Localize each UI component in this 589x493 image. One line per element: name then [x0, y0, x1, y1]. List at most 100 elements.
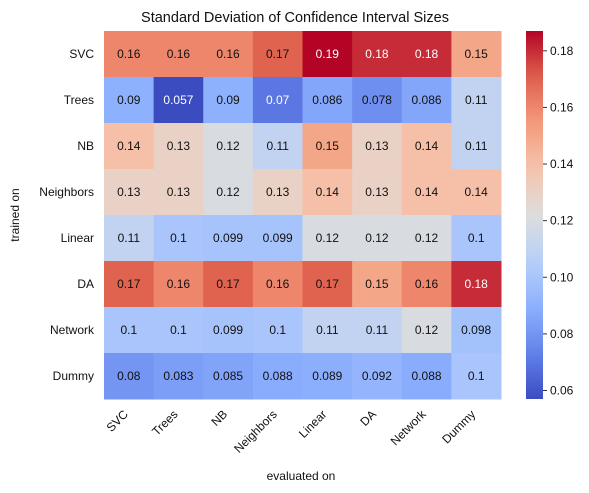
- cell-value-label: 0.088: [263, 369, 293, 383]
- heatmap-cell: [352, 215, 403, 262]
- cell-value-label: 0.1: [120, 323, 137, 337]
- colorbar-tick-label: 0.14: [550, 157, 574, 171]
- heatmap-cell: [153, 169, 204, 216]
- cell-value-label: 0.16: [266, 277, 290, 291]
- heatmap-cell: [104, 307, 155, 354]
- heatmap-cell: [104, 77, 155, 124]
- heatmap-cell: [352, 261, 403, 308]
- heatmap-cell: [252, 215, 303, 262]
- heatmap-cell: [203, 353, 254, 400]
- cell-value-label: 0.18: [465, 277, 489, 291]
- x-tick-labels: SVC Trees NB Neighbors Linear DA Network Dummy: [104, 407, 479, 456]
- y-tick-label: Dummy: [53, 369, 94, 383]
- cell-value-label: 0.1: [468, 231, 485, 245]
- cell-value-label: 0.11: [465, 139, 488, 153]
- heatmap-cell: [104, 261, 155, 308]
- heatmap-cell: [104, 215, 155, 262]
- cell-value-label: 0.09: [216, 93, 240, 107]
- heatmap-cell: [401, 31, 452, 78]
- heatmap-cell: [104, 123, 155, 170]
- heatmap-cell: [203, 261, 254, 308]
- heatmap-cell: [203, 215, 254, 262]
- heatmap-cell: [302, 31, 353, 78]
- cell-value-label: 0.1: [269, 323, 286, 337]
- heatmap-cell: [252, 123, 303, 170]
- heatmap-cell: [153, 215, 204, 262]
- chart-title: Standard Deviation of Confidence Interva…: [141, 10, 449, 26]
- heatmap-cell: [302, 77, 353, 124]
- cell-value-label: 0.088: [412, 369, 442, 383]
- heatmap-cell: [252, 77, 303, 124]
- heatmap-cell: [153, 353, 204, 400]
- cell-value-label: 0.12: [365, 231, 389, 245]
- heatmap-cell: [302, 261, 353, 308]
- cell-value-label: 0.12: [316, 231, 340, 245]
- cell-value-label: 0.15: [316, 139, 340, 153]
- y-axis-label: trained on: [8, 188, 22, 241]
- cell-value-label: 0.086: [412, 93, 442, 107]
- heatmap-cell: [401, 169, 452, 216]
- cell-value-label: 0.17: [216, 277, 240, 291]
- cell-value-label: 0.089: [312, 369, 342, 383]
- cell-value-label: 0.17: [316, 277, 340, 291]
- y-tick-label: Linear: [61, 231, 94, 245]
- heatmap-cell: [302, 123, 353, 170]
- heatmap-cell: [203, 307, 254, 354]
- heatmap-cell: [352, 353, 403, 400]
- x-tick-label: NB: [208, 407, 230, 429]
- cell-value-label: 0.1: [170, 323, 187, 337]
- heatmap-cell: [451, 123, 502, 170]
- cell-value-label: 0.16: [415, 277, 439, 291]
- cell-value-label: 0.057: [163, 93, 193, 107]
- colorbar-tick-label: 0.12: [550, 214, 574, 228]
- heatmap-cell: [401, 353, 452, 400]
- cell-value-label: 0.16: [117, 47, 141, 61]
- cell-value-label: 0.099: [263, 231, 293, 245]
- x-axis-label: evaluated on: [267, 469, 336, 483]
- heatmap-cell: [401, 123, 452, 170]
- heatmap-cell: [451, 31, 502, 78]
- cell-value-label: 0.16: [167, 47, 191, 61]
- y-tick-label: Network: [50, 323, 95, 337]
- cell-value-label: 0.14: [117, 139, 141, 153]
- y-tick-label: Trees: [64, 93, 94, 107]
- heatmap-cell: [153, 307, 204, 354]
- heatmap-cell: [401, 215, 452, 262]
- cell-value-label: 0.08: [117, 369, 141, 383]
- heatmap-cell: [153, 77, 204, 124]
- heatmap-cell: [104, 353, 155, 400]
- cell-value-label: 0.17: [266, 47, 290, 61]
- y-tick-label: SVC: [69, 47, 94, 61]
- heatmap-cells: 0.16 0.16 0.16 0.17 0.19 0.18 0.18 0.15 0.09 0.05…: [104, 31, 502, 400]
- cell-value-label: 0.13: [365, 139, 389, 153]
- cell-value-label: 0.11: [366, 323, 389, 337]
- cell-value-label: 0.11: [465, 93, 488, 107]
- cell-value-label: 0.16: [167, 277, 191, 291]
- colorbar-tick-label: 0.06: [550, 384, 574, 398]
- heatmap-cell: [451, 353, 502, 400]
- colorbar-tick-label: 0.10: [550, 270, 574, 284]
- heatmap-cell: [401, 77, 452, 124]
- heatmap-cell: [302, 169, 353, 216]
- cell-value-label: 0.14: [415, 139, 439, 153]
- cell-value-label: 0.099: [213, 323, 243, 337]
- x-tick-label: DA: [357, 407, 379, 429]
- cell-value-label: 0.14: [316, 185, 340, 199]
- cell-value-label: 0.083: [163, 369, 193, 383]
- y-tick-label: Neighbors: [39, 185, 94, 199]
- heatmap-cell: [153, 31, 204, 78]
- cell-value-label: 0.17: [117, 277, 141, 291]
- colorbar-tick-label: 0.16: [550, 100, 574, 114]
- heatmap-cell: [451, 261, 502, 308]
- heatmap-cell: [252, 307, 303, 354]
- heatmap-cell: [203, 77, 254, 124]
- heatmap-cell: [401, 307, 452, 354]
- heatmap-cell: [203, 31, 254, 78]
- heatmap-cell: [153, 261, 204, 308]
- cell-value-label: 0.13: [167, 185, 191, 199]
- cell-value-label: 0.13: [117, 185, 141, 199]
- heatmap-cell: [203, 169, 254, 216]
- cell-value-label: 0.12: [216, 139, 240, 153]
- cell-value-label: 0.07: [266, 93, 290, 107]
- cell-value-label: 0.092: [362, 369, 392, 383]
